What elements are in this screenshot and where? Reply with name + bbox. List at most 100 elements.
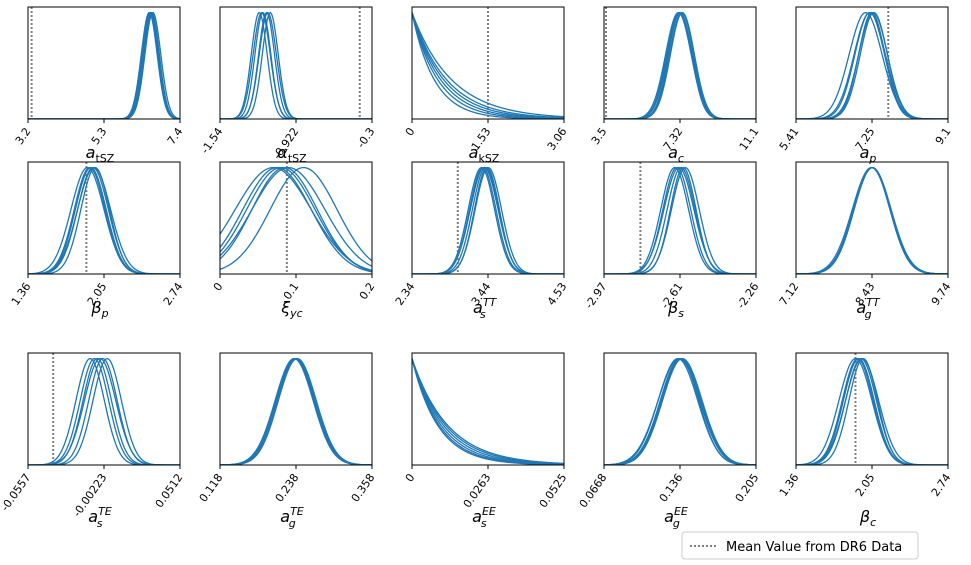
x-tick-label: 0 xyxy=(403,125,418,138)
posterior-curve-0 xyxy=(220,357,372,465)
x-tick-label: 3.5 xyxy=(589,125,610,147)
posterior-curve-3 xyxy=(604,357,756,465)
posterior-curve-3 xyxy=(604,166,756,274)
posterior-curve-5 xyxy=(412,166,564,274)
axes-frame xyxy=(27,161,181,275)
x-axis-label: aTT g xyxy=(856,296,881,321)
panel-4: 5.41 7.25 9.1ap xyxy=(777,6,953,165)
posterior-curve-4 xyxy=(604,11,756,119)
x-tick-label: 0.0668 xyxy=(577,471,610,510)
posterior-curve-2 xyxy=(220,357,372,465)
posterior-curve-1 xyxy=(604,11,756,119)
posterior-curve-2 xyxy=(412,166,564,274)
posterior-curve-0 xyxy=(28,11,180,119)
posterior-curve-4 xyxy=(28,12,180,119)
x-tick-label: 3.2 xyxy=(13,125,34,147)
x-tick-label: 4.53 xyxy=(545,280,570,308)
x-axis-label: βc xyxy=(859,507,876,529)
posterior-curve-4 xyxy=(412,12,564,119)
posterior-curve-0 xyxy=(28,357,180,465)
posterior-curve-5 xyxy=(604,357,756,465)
posterior-curve-5 xyxy=(28,357,180,465)
x-tick-label: 0.0512 xyxy=(153,471,186,510)
x-tick-label: 0.205 xyxy=(733,471,762,504)
legend: Mean Value from DR6 Data xyxy=(681,531,919,560)
x-tick-label: 3.06 xyxy=(545,125,570,153)
x-axis-label: aTE g xyxy=(280,505,304,530)
posterior-curve-5 xyxy=(220,166,372,270)
axes-frame xyxy=(795,161,949,275)
posterior-curve-4 xyxy=(28,357,180,465)
x-tick-label: 1.36 xyxy=(9,280,34,308)
posterior-curve-4 xyxy=(220,11,372,119)
x-axis-label: βp xyxy=(90,298,108,320)
posterior-curve-5 xyxy=(412,12,564,118)
posterior-curve-5 xyxy=(412,358,564,465)
posterior-curve-5 xyxy=(796,11,948,119)
x-tick-label: 7.4 xyxy=(165,125,186,147)
panel-3: 3.5 7.32 11.1ac xyxy=(589,6,762,165)
x-tick-label: 2.34 xyxy=(393,280,418,308)
posterior-curve-0 xyxy=(412,358,564,465)
panel-14: 1.36 2.05 2.74 βc xyxy=(777,352,953,529)
x-tick-label: -0.3 xyxy=(354,125,377,150)
posterior-curve-0 xyxy=(604,166,756,274)
x-tick-label: 0.358 xyxy=(349,471,378,504)
x-tick-label: 9.74 xyxy=(929,280,954,308)
x-tick-label: 0 xyxy=(211,280,226,293)
x-tick-label: 0.238 xyxy=(273,471,302,504)
x-axis-label: aEE s xyxy=(472,505,496,530)
panel-11: 0.118 0.238 0.358 aTE g xyxy=(197,352,378,530)
x-tick-label: 0.118 xyxy=(197,471,226,504)
x-tick-label: 0.0525 xyxy=(537,471,570,510)
x-tick-label: 11.1 xyxy=(737,125,762,153)
x-tick-label: 0.2 xyxy=(357,280,378,302)
x-axis-label: aTT s xyxy=(473,296,498,321)
posterior-curve-3 xyxy=(28,357,180,465)
posterior-curve-4 xyxy=(796,166,948,274)
posterior-curve-1 xyxy=(220,11,372,119)
posterior-curve-2 xyxy=(28,11,180,119)
posterior-curve-5 xyxy=(220,11,372,119)
posterior-curve-2 xyxy=(28,357,180,465)
posterior-curve-3 xyxy=(412,12,564,119)
posterior-curve-0 xyxy=(604,11,756,119)
posterior-curve-2 xyxy=(796,166,948,274)
axes-frame xyxy=(603,161,757,275)
posterior-curve-5 xyxy=(604,11,756,119)
panel-13: 0.0668 0.136 0.205 aEE g xyxy=(577,352,762,530)
posterior-curve-5 xyxy=(796,357,948,465)
x-tick-label: -0.0557 xyxy=(0,471,33,513)
posterior-curve-2 xyxy=(604,11,756,119)
posterior-curve-0 xyxy=(412,167,564,274)
posterior-curve-4 xyxy=(604,357,756,465)
posterior-curve-4 xyxy=(220,357,372,465)
x-axis-label: aTE s xyxy=(88,505,112,530)
posterior-curve-3 xyxy=(28,11,180,119)
x-tick-label: 7.12 xyxy=(777,280,802,308)
posterior-curve-2 xyxy=(220,166,372,272)
axes-frame xyxy=(219,6,373,120)
posterior-curve-3 xyxy=(220,166,372,272)
x-tick-label: 2.05 xyxy=(853,471,878,499)
posterior-curve-4 xyxy=(412,166,564,274)
posterior-curve-0 xyxy=(220,11,372,119)
posterior-curve-1 xyxy=(412,166,564,274)
legend-box xyxy=(681,531,919,560)
posterior-curve-1 xyxy=(28,357,180,465)
posterior-curve-3 xyxy=(412,166,564,274)
posterior-curve-5 xyxy=(28,166,180,274)
x-tick-label: 5.41 xyxy=(777,125,802,153)
posterior-curve-2 xyxy=(412,12,564,119)
posterior-curve-4 xyxy=(412,358,564,465)
x-tick-label: 0.136 xyxy=(657,471,686,504)
x-axis-label: ac xyxy=(668,143,684,165)
